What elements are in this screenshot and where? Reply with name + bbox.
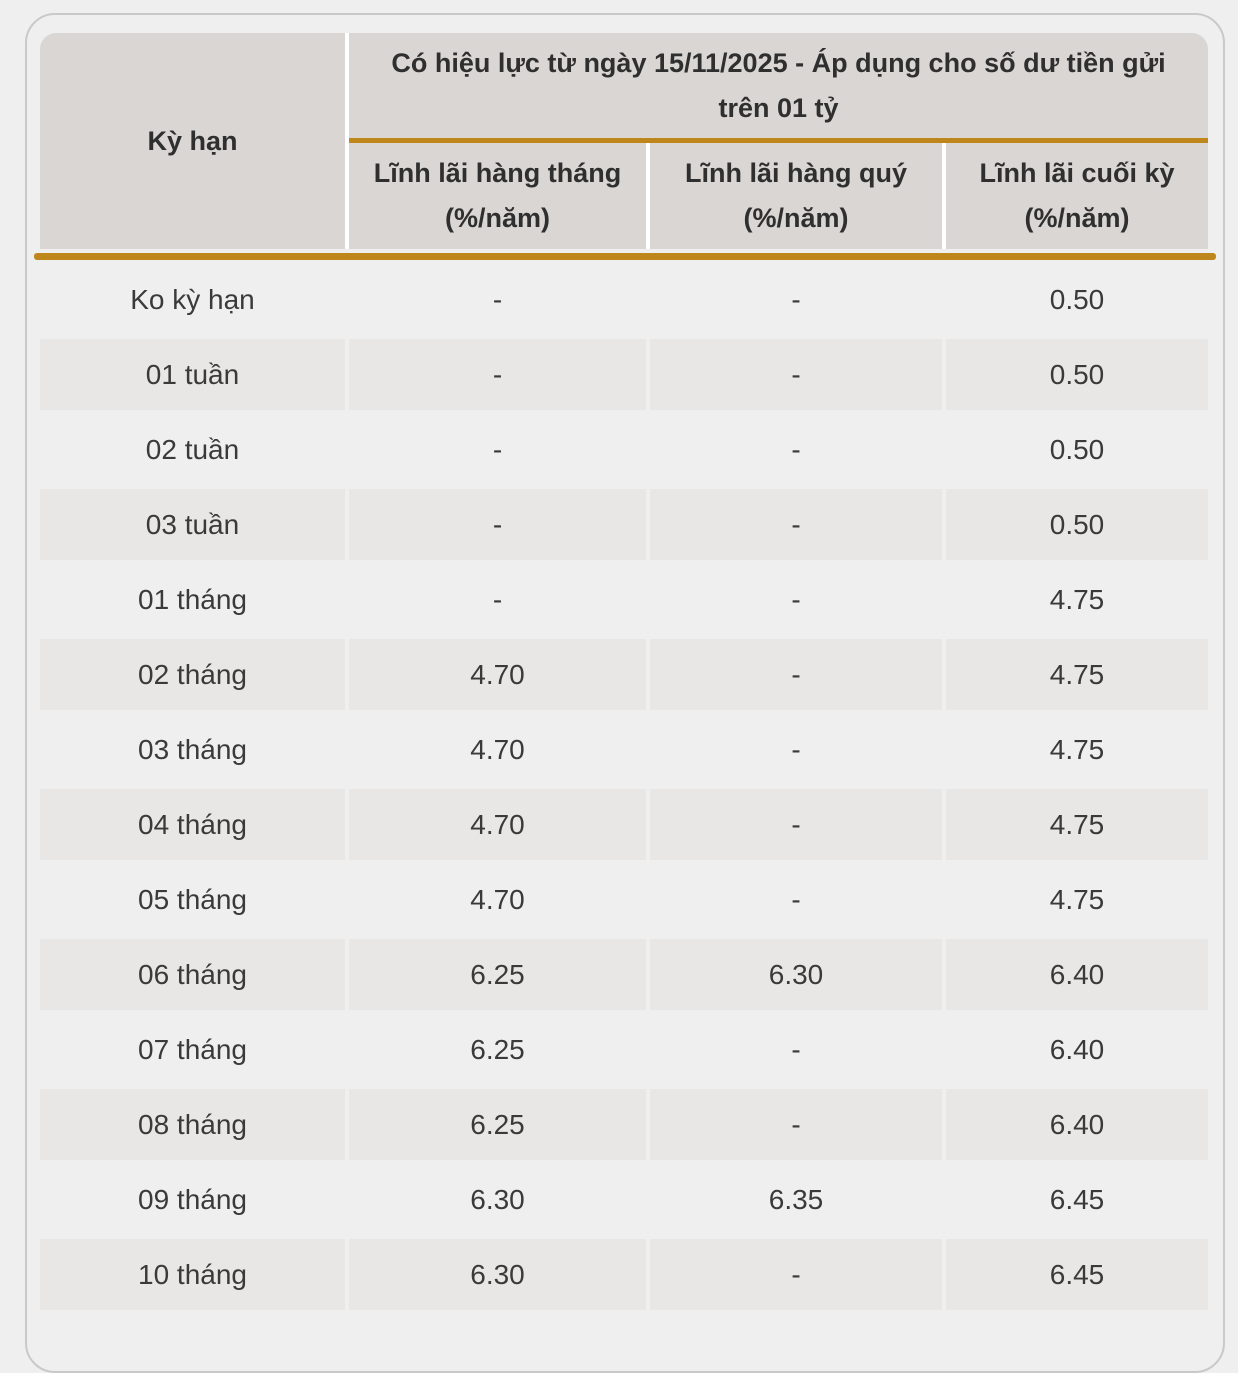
term-cell: 04 tháng [40,789,345,860]
column-header-quarterly: Lĩnh lãi hàng quý (%/năm) [650,143,942,249]
end-of-term-rate-cell: 0.50 [946,339,1208,410]
end-of-term-rate-cell: 4.75 [946,639,1208,710]
quarterly-rate-cell: - [650,339,942,410]
column-header-monthly: Lĩnh lãi hàng tháng (%/năm) [349,143,646,249]
quarterly-rate-cell: - [791,883,801,915]
quarterly-rate-cell: - [791,283,801,315]
end-of-term-rate-cell: 6.45 [946,1239,1208,1310]
monthly-rate-cell: 4.70 [470,733,525,765]
term-cell: 01 tuần [40,339,345,410]
end-of-term-rate-cell: 6.40 [1049,1033,1105,1065]
quarterly-rate-cell: 6.35 [768,1183,824,1215]
end-of-term-rate-cell: 6.40 [946,939,1208,1010]
end-of-term-rate-cell: 4.75 [1049,733,1105,765]
monthly-rate-cell: 4.70 [470,883,525,915]
term-cell: 02 tháng [40,639,345,710]
term-cell: 02 tuần [145,433,240,465]
term-cell: 03 tuần [40,489,345,560]
quarterly-rate-cell: - [791,583,801,615]
table-body: Ko kỳ hạn - -0.50 01 tuần - -0.50 02 tuần - -0.5… [40,264,1208,1310]
end-of-term-rate-cell: 4.75 [1049,583,1105,615]
monthly-rate-cell: 6.30 [470,1183,525,1215]
table-header: Kỳ hạn Có hiệu lực từ ngày 15/11/2025 - … [40,33,1208,249]
monthly-rate-cell: 4.70 [349,639,646,710]
header-gold-divider [34,253,1216,260]
quarterly-rate-cell: - [650,1239,942,1310]
column-header-end-of-term-unit: (%/năm) [1024,203,1130,233]
monthly-rate-cell: - [492,283,503,315]
effective-date-banner: Có hiệu lực từ ngày 15/11/2025 - Áp dụng… [349,33,1208,143]
term-cell: 07 tháng [138,1033,247,1065]
end-of-term-rate-cell: 6.45 [1049,1183,1105,1215]
term-cell: 05 tháng [138,883,247,915]
monthly-rate-cell: - [349,489,646,560]
column-header-monthly-label: Lĩnh lãi hàng tháng [373,158,622,188]
term-column-header: Kỳ hạn [40,33,345,249]
term-cell: 03 tháng [138,733,247,765]
monthly-rate-cell: - [492,583,503,615]
column-header-quarterly-unit: (%/năm) [743,203,849,233]
monthly-rate-cell: 6.25 [470,1033,525,1065]
end-of-term-rate-cell: 0.50 [946,489,1208,560]
quarterly-rate-cell: - [650,1089,942,1160]
term-cell: 09 tháng [138,1183,247,1215]
monthly-rate-cell: - [492,433,503,465]
column-header-monthly-unit: (%/năm) [444,203,550,233]
interest-rate-table-panel: Kỳ hạn Có hiệu lực từ ngày 15/11/2025 - … [25,13,1225,1373]
monthly-rate-cell: 4.70 [349,789,646,860]
end-of-term-rate-cell: 0.50 [1049,283,1105,315]
monthly-rate-cell: 6.30 [349,1239,646,1310]
monthly-rate-cell: 6.25 [349,939,646,1010]
end-of-term-rate-cell: 4.75 [946,789,1208,860]
monthly-rate-cell: - [349,339,646,410]
end-of-term-rate-cell: 6.40 [946,1089,1208,1160]
column-header-end-of-term-label: Lĩnh lãi cuối kỳ [979,158,1175,188]
term-cell: 06 tháng [40,939,345,1010]
quarterly-rate-cell: 6.30 [650,939,942,1010]
monthly-rate-cell: 6.25 [349,1089,646,1160]
column-header-end-of-term: Lĩnh lãi cuối kỳ (%/năm) [946,143,1208,249]
end-of-term-rate-cell: 0.50 [1049,433,1105,465]
quarterly-rate-cell: - [791,433,801,465]
quarterly-rate-cell: - [650,639,942,710]
term-cell: 01 tháng [138,583,247,615]
quarterly-rate-cell: - [791,733,801,765]
end-of-term-rate-cell: 4.75 [1049,883,1105,915]
quarterly-rate-cell: - [791,1033,801,1065]
quarterly-rate-cell: - [650,789,942,860]
term-cell: Ko kỳ hạn [130,283,255,315]
column-header-quarterly-label: Lĩnh lãi hàng quý [685,158,907,188]
term-cell: 08 tháng [40,1089,345,1160]
quarterly-rate-cell: - [650,489,942,560]
term-cell: 10 tháng [40,1239,345,1310]
